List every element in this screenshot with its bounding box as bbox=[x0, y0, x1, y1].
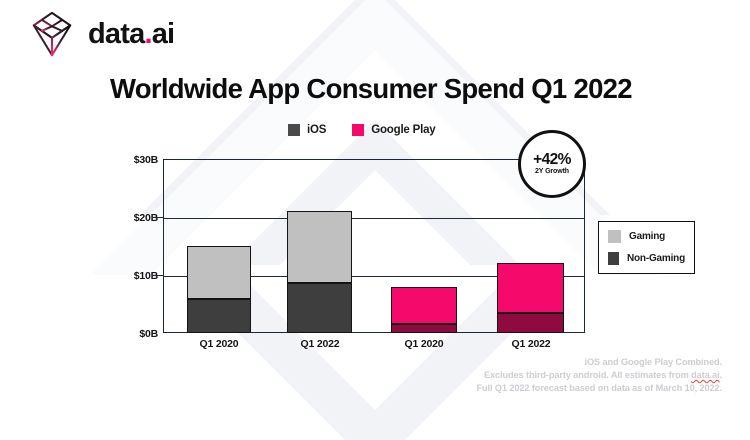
bar-series bbox=[163, 159, 585, 333]
bar-segment-gaming[interactable] bbox=[391, 287, 457, 324]
bar-segment-non-gaming[interactable] bbox=[187, 299, 251, 333]
brand-name-dot: . bbox=[144, 17, 152, 50]
legend-item-ios: iOS bbox=[288, 124, 326, 136]
footnote-line-3: Full Q1 2022 forecast based on data as o… bbox=[476, 383, 722, 394]
legend-label-gaming: Gaming bbox=[629, 231, 666, 242]
brand-name-suffix: ai bbox=[151, 17, 175, 50]
bar-segment-gaming[interactable] bbox=[287, 211, 352, 283]
bar-google-play-q1-2020[interactable] bbox=[391, 287, 457, 333]
growth-badge-caption: 2Y Growth bbox=[535, 168, 569, 176]
diamond-gem-icon bbox=[32, 11, 72, 57]
legend-item-gaming: Gaming bbox=[608, 230, 685, 243]
gridline-10b bbox=[164, 276, 584, 277]
legend-swatch-google-play bbox=[352, 124, 365, 136]
x-tick-label-1: Q1 2020 bbox=[199, 338, 239, 350]
legend-swatch-gaming bbox=[608, 230, 621, 243]
legend-label-non-gaming: Non-Gaming bbox=[627, 253, 685, 264]
footnote-line-2-post: . bbox=[719, 370, 723, 381]
bar-segment-non-gaming[interactable] bbox=[391, 324, 457, 333]
bar-segment-gaming[interactable] bbox=[187, 246, 251, 299]
x-tick-label-4: Q1 2022 bbox=[511, 338, 551, 350]
legend-item-non-gaming: Non-Gaming bbox=[608, 252, 685, 265]
legend-swatch-ios bbox=[288, 124, 300, 136]
x-axis: Q1 2020 Q1 2022 Q1 2020 Q1 2022 bbox=[163, 338, 585, 356]
bar-ios-q1-2020[interactable] bbox=[187, 246, 251, 333]
x-tick-label-2: Q1 2022 bbox=[300, 338, 340, 350]
footnote-flagged-term: data.ai bbox=[691, 370, 720, 381]
bar-segment-non-gaming[interactable] bbox=[497, 313, 564, 333]
y-axis-tick-10b bbox=[152, 275, 163, 276]
brand-wordmark: data.ai bbox=[88, 17, 175, 50]
footnote-line-2: Excludes third-party android. All estima… bbox=[476, 369, 722, 382]
legend-item-google-play: Google Play bbox=[352, 124, 436, 136]
brand-name-main: data bbox=[88, 17, 145, 50]
bar-ios-q1-2022[interactable] bbox=[287, 211, 352, 333]
y-tick-label-10b: $10B bbox=[133, 270, 159, 282]
legend-swatch-non-gaming bbox=[608, 252, 619, 265]
legend-label-ios: iOS bbox=[307, 124, 327, 136]
store-legend: iOS Google Play bbox=[288, 124, 436, 136]
y-tick-label-30b: $30B bbox=[133, 154, 159, 166]
brand-logo: data.ai bbox=[28, 10, 175, 58]
page-title: Worldwide App Consumer Spend Q1 2022 bbox=[110, 73, 633, 104]
x-tick-label-3: Q1 2020 bbox=[404, 338, 444, 350]
y-axis-tick-20b bbox=[152, 217, 163, 218]
y-tick-label-0b: $0B bbox=[139, 328, 158, 340]
bar-segment-gaming[interactable] bbox=[497, 263, 564, 313]
growth-badge: +42% 2Y Growth bbox=[518, 130, 586, 198]
bar-segment-non-gaming[interactable] bbox=[287, 283, 352, 333]
footnote: iOS and Google Play Combined. Excludes t… bbox=[476, 356, 722, 395]
y-tick-label-20b: $20B bbox=[133, 212, 159, 224]
y-axis: $30B $20B $10B $0B bbox=[96, 152, 159, 342]
legend-label-google-play: Google Play bbox=[371, 124, 436, 136]
footnote-line-1: iOS and Google Play Combined. bbox=[584, 357, 723, 367]
footnote-line-2-pre: Excludes third-party android. All estima… bbox=[484, 370, 692, 381]
growth-badge-value: +42% bbox=[533, 151, 571, 169]
category-legend: Gaming Non-Gaming bbox=[598, 221, 695, 274]
bar-google-play-q1-2022[interactable] bbox=[497, 263, 564, 333]
